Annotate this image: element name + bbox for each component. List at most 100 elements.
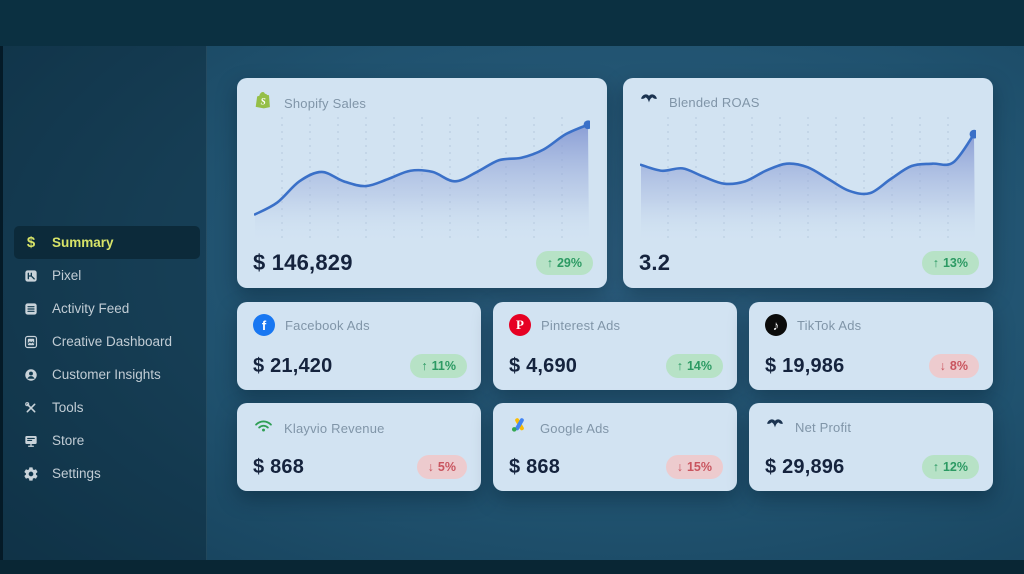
arrow-up-icon: ↑ [546, 256, 553, 270]
card-footer: $ 868 ↓ 5% [253, 455, 467, 479]
change-percent: 12% [942, 460, 968, 474]
card-title: Blended ROAS [669, 95, 760, 110]
sidebar-item-pixel[interactable]: Pixel [14, 259, 200, 292]
change-badge: ↑ 11% [410, 354, 467, 378]
tiktok-icon: ♪ [765, 314, 787, 336]
pinterest-ads-card[interactable]: P Pinterest Ads $ 4,690 ↑ 14% [493, 302, 737, 390]
change-percent: 15% [686, 460, 712, 474]
shopify-sales-card[interactable]: S Shopify Sales $ 146,829 ↑ 29% [237, 78, 607, 288]
change-percent: 11% [431, 359, 456, 373]
metric-value: $ 868 [509, 455, 561, 478]
sidebar-item-label: Settings [52, 466, 101, 481]
change-percent: 8% [949, 359, 968, 373]
sidebar-item-label: Creative Dashboard [52, 334, 173, 349]
bottom-letterbox-strip [0, 560, 1024, 574]
change-percent: 29% [556, 256, 582, 270]
whale-tail-icon [639, 90, 659, 115]
arrow-up-icon: ↑ [932, 460, 939, 474]
left-edge-divider [0, 46, 3, 560]
metric-value: $ 29,896 [765, 455, 845, 478]
sidebar-item-label: Summary [52, 235, 114, 250]
metric-value: $ 4,690 [509, 354, 578, 377]
card-footer: 3.2 ↑ 13% [639, 250, 979, 276]
card-title: Klayvio Revenue [284, 420, 385, 436]
sidebar-item-summary[interactable]: $ Summary [14, 226, 200, 259]
change-percent: 5% [437, 460, 456, 474]
sidebar-nav: $ Summary Pixel Activity Feed [14, 226, 200, 490]
sidebar-item-label: Store [52, 433, 85, 448]
blended-roas-card[interactable]: Blended ROAS 3.2 ↑ 13% [623, 78, 993, 288]
top-letterbox-strip [0, 0, 1024, 46]
card-title: TikTok Ads [797, 317, 862, 333]
net-profit-card[interactable]: Net Profit $ 29,896 ↑ 12% [749, 403, 993, 491]
sidebar-item-tools[interactable]: Tools [14, 391, 200, 424]
tiktok-ads-card[interactable]: ♪ TikTok Ads $ 19,986 ↓ 8% [749, 302, 993, 390]
monitor-icon [22, 432, 40, 450]
card-title: Shopify Sales [284, 95, 367, 111]
change-badge: ↓ 5% [416, 455, 467, 479]
change-badge: ↑ 29% [535, 251, 593, 275]
klayvio-revenue-card[interactable]: Klayvio Revenue $ 868 ↓ 5% [237, 403, 481, 491]
sidebar-item-activity-feed[interactable]: Activity Feed [14, 292, 200, 325]
card-footer: $ 4,690 ↑ 14% [509, 354, 723, 378]
arrow-up-icon: ↑ [421, 359, 428, 373]
card-footer: $ 146,829 ↑ 29% [253, 250, 593, 276]
card-title: Facebook Ads [285, 317, 370, 333]
sidebar-item-label: Customer Insights [52, 367, 161, 382]
wifi-icon [253, 415, 274, 441]
sidebar-item-label: Tools [52, 400, 84, 415]
metric-value: 3.2 [639, 250, 671, 275]
list-icon [22, 300, 40, 318]
arrow-up-icon: ↑ [932, 256, 939, 270]
person-icon [22, 366, 40, 384]
sidebar-item-creative-dashboard[interactable]: Creative Dashboard [14, 325, 200, 358]
arrow-down-icon: ↓ [939, 359, 946, 373]
app-window: $ Summary Pixel Activity Feed [0, 46, 1024, 560]
sidebar: $ Summary Pixel Activity Feed [3, 46, 207, 560]
change-badge: ↓ 15% [665, 455, 723, 479]
card-title: Google Ads [540, 420, 610, 436]
card-footer: $ 868 ↓ 15% [509, 455, 723, 479]
card-header: S Shopify Sales [253, 90, 366, 116]
sidebar-item-customer-insights[interactable]: Customer Insights [14, 358, 200, 391]
card-header: Klayvio Revenue [253, 415, 385, 441]
shopify-icon: S [253, 90, 274, 116]
metric-value: $ 146,829 [253, 250, 353, 275]
card-header: Blended ROAS [639, 90, 760, 115]
image-icon [22, 333, 40, 351]
blended-roas-chart [640, 117, 976, 244]
change-badge: ↑ 13% [921, 251, 979, 275]
whale-tail-icon [765, 415, 785, 440]
card-header: Google Ads [509, 415, 609, 441]
sidebar-item-settings[interactable]: Settings [14, 457, 200, 490]
facebook-ads-card[interactable]: f Facebook Ads $ 21,420 ↑ 11% [237, 302, 481, 390]
card-header: P Pinterest Ads [509, 314, 620, 336]
gear-icon [22, 465, 40, 483]
change-percent: 14% [686, 359, 712, 373]
card-footer: $ 21,420 ↑ 11% [253, 354, 467, 378]
pinterest-icon: P [509, 314, 531, 336]
metric-value: $ 21,420 [253, 354, 333, 377]
change-percent: 13% [942, 256, 968, 270]
arrow-down-icon: ↓ [676, 460, 683, 474]
change-badge: ↑ 14% [665, 354, 723, 378]
change-badge: ↑ 12% [921, 455, 979, 479]
change-badge: ↓ 8% [928, 354, 979, 378]
facebook-icon: f [253, 314, 275, 336]
card-footer: $ 29,896 ↑ 12% [765, 455, 979, 479]
dollar-icon: $ [26, 234, 36, 251]
google-ads-icon [509, 415, 530, 441]
tools-icon [22, 399, 40, 417]
google-ads-card[interactable]: Google Ads $ 868 ↓ 15% [493, 403, 737, 491]
card-title: Pinterest Ads [541, 317, 621, 333]
pixel-icon [22, 267, 40, 285]
card-header: Net Profit [765, 415, 851, 440]
metric-value: $ 19,986 [765, 354, 845, 377]
sidebar-item-label: Activity Feed [52, 301, 130, 316]
arrow-up-icon: ↑ [676, 359, 683, 373]
arrow-down-icon: ↓ [427, 460, 434, 474]
card-footer: $ 19,986 ↓ 8% [765, 354, 979, 378]
card-title: Net Profit [795, 420, 852, 435]
sidebar-item-store[interactable]: Store [14, 424, 200, 457]
